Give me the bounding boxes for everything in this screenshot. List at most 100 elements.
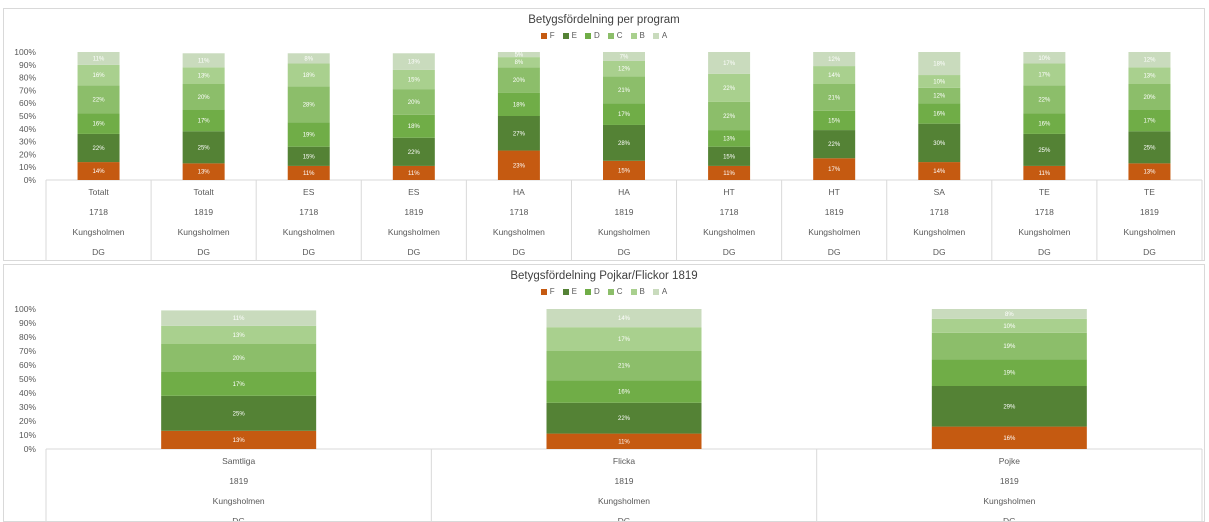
- data-label: 25%: [1038, 148, 1051, 154]
- bar-segment: [708, 146, 751, 166]
- bar-segment: [287, 86, 330, 123]
- bar-segment: [931, 332, 1087, 360]
- bar-segment: [1128, 84, 1171, 110]
- legend-label: E: [571, 31, 577, 40]
- category-label: DG: [302, 247, 315, 257]
- data-label: 16%: [618, 390, 631, 396]
- bar-segment: [708, 52, 751, 74]
- data-label: 15%: [723, 154, 736, 160]
- bar-segment: [918, 52, 961, 76]
- bar-segment: [182, 131, 225, 164]
- y-tick-label: 70%: [19, 346, 36, 356]
- legend-label: A: [661, 287, 668, 296]
- category-label: Kungsholmen: [283, 227, 335, 237]
- bar-segment: [603, 52, 645, 61]
- data-label: 25%: [1143, 145, 1156, 151]
- data-label: 28%: [618, 141, 631, 147]
- y-tick-label: 30%: [19, 137, 36, 147]
- bar-segment: [1023, 165, 1066, 180]
- data-label: 16%: [1038, 122, 1051, 128]
- bar-segment: [287, 53, 330, 64]
- category-label: DG: [828, 247, 841, 257]
- legend-label: F: [549, 287, 555, 296]
- category-label: SA: [934, 187, 946, 197]
- bar-segment: [287, 63, 330, 87]
- legend-swatch: [584, 32, 591, 39]
- data-label: 23%: [513, 163, 526, 169]
- bar-segment: [546, 309, 702, 328]
- data-label: 10%: [933, 79, 946, 85]
- category-label: DG: [618, 516, 631, 521]
- category-label: Kungsholmen: [808, 227, 860, 237]
- y-tick-label: 80%: [19, 332, 36, 342]
- data-label: 16%: [93, 73, 106, 79]
- y-tick-label: 100%: [14, 304, 36, 314]
- data-label: 15%: [618, 168, 631, 174]
- bar-segment: [603, 160, 645, 180]
- category-label: 1718: [930, 207, 949, 217]
- y-tick-label: 80%: [19, 73, 36, 83]
- data-label: 14%: [828, 73, 841, 79]
- bar-segment: [392, 165, 435, 180]
- bar-segment: [77, 113, 120, 134]
- bar-segment: [546, 433, 702, 449]
- category-label: Kungsholmen: [703, 227, 755, 237]
- data-label: 22%: [723, 86, 736, 92]
- legend-label: D: [593, 31, 600, 40]
- legend-item: E: [562, 31, 577, 40]
- category-label: TE: [1144, 187, 1155, 197]
- chart-title: Betygsfördelning per program: [528, 14, 680, 26]
- data-label: 20%: [198, 95, 211, 101]
- data-label: 17%: [1038, 72, 1051, 78]
- bar-segment: [1023, 113, 1066, 134]
- legend-item: F: [540, 31, 555, 40]
- data-label: 18%: [933, 62, 946, 68]
- bar-segment: [708, 101, 751, 131]
- data-label: 18%: [513, 102, 526, 108]
- data-label: 29%: [1003, 404, 1016, 410]
- bar-segment: [813, 66, 856, 84]
- bar-segment: [546, 351, 702, 381]
- category-label: Kungsholmen: [598, 227, 650, 237]
- category-label: TE: [1039, 187, 1050, 197]
- legend-label: C: [616, 31, 623, 40]
- data-label: 11%: [233, 316, 245, 322]
- data-label: 13%: [1143, 74, 1156, 80]
- data-label: 17%: [233, 382, 246, 388]
- legend-item: E: [562, 287, 577, 296]
- data-label: 18%: [408, 124, 421, 130]
- data-label: 11%: [408, 171, 420, 177]
- category-label: 1819: [229, 476, 248, 486]
- category-label: DG: [1143, 247, 1156, 257]
- bar-segment: [392, 53, 435, 70]
- bar-segment: [161, 344, 317, 372]
- bar-segment: [918, 123, 961, 163]
- y-tick-label: 100%: [14, 47, 36, 57]
- category-label: DG: [618, 247, 631, 257]
- data-label: 22%: [723, 114, 736, 120]
- legend-swatch: [652, 288, 659, 295]
- data-label: 19%: [1003, 344, 1016, 350]
- data-label: 15%: [408, 78, 421, 84]
- bar-segment: [497, 57, 540, 68]
- data-label: 11%: [198, 58, 210, 64]
- category-label: DG: [1003, 516, 1016, 521]
- data-label: 11%: [723, 171, 735, 177]
- legend-item: B: [630, 31, 645, 40]
- bar-segment: [813, 84, 856, 111]
- data-label: 13%: [198, 74, 211, 80]
- data-label: 22%: [828, 142, 841, 148]
- legend-swatch: [630, 288, 637, 295]
- y-tick-label: 0%: [24, 444, 37, 454]
- y-tick-label: 10%: [19, 430, 36, 440]
- y-tick-label: 70%: [19, 85, 36, 95]
- data-label: 30%: [933, 141, 946, 147]
- bar-segment: [287, 165, 330, 180]
- bar-segment: [161, 430, 317, 449]
- data-label: 13%: [233, 438, 246, 444]
- y-tick-label: 90%: [19, 60, 36, 70]
- legend-swatch: [540, 32, 547, 39]
- bar-segment: [918, 87, 961, 104]
- data-label: 13%: [198, 170, 211, 176]
